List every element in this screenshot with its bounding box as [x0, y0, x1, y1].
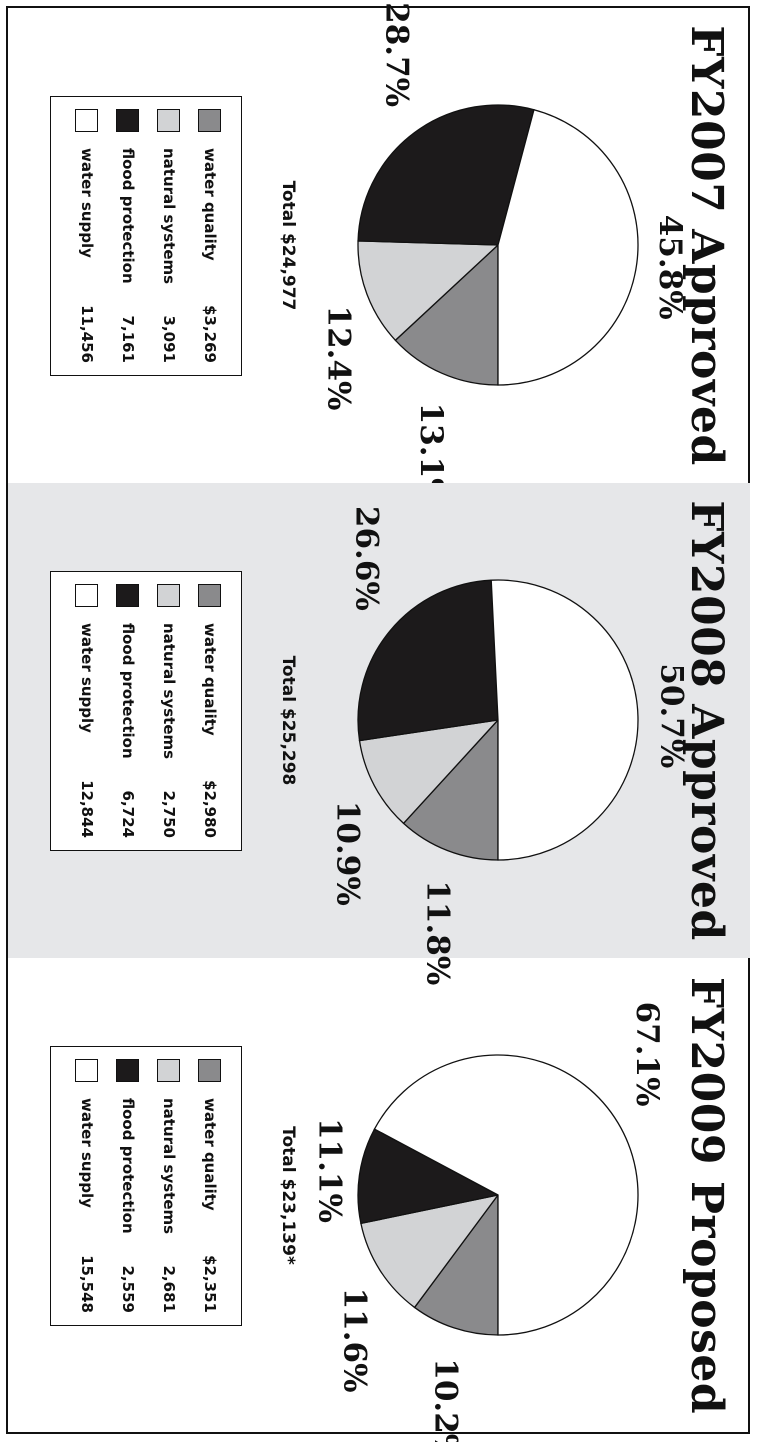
legend-swatch [116, 584, 140, 607]
pie-percent-label-flood-protection: 11.1% [311, 1118, 347, 1223]
legend-swatch [116, 1059, 140, 1082]
pie-slice-natural-systems [358, 719, 500, 825]
legend-value: 15,548 [78, 1255, 96, 1313]
legend-item-flood-protection: flood protection 2,559 [115, 1059, 141, 1313]
chart-panel-fy2007: FY2007 Approved 13.1% 12.4% 28.7% 45.8% Tot… [8, 2, 750, 508]
legend-swatch [75, 109, 99, 132]
pie-slice-natural-systems [357, 240, 500, 342]
legend-item-water-quality: water quality $2,980 [197, 584, 223, 838]
pie-slice-flood-protection [357, 104, 535, 246]
chart-canvas: FY2007 Approved 13.1% 12.4% 28.7% 45.8% Tot… [8, 2, 750, 1442]
pie-percent-label-natural-systems: 11.6% [337, 1288, 373, 1393]
legend-label: water supply [78, 623, 96, 733]
legend: water quality $2,351 natural systems 2,6… [50, 1046, 242, 1326]
pie-chart: 11.8% 10.9% 26.6% 50.7% [330, 506, 690, 985]
pie-slice-water-quality [394, 243, 499, 386]
pie-percent-label-natural-systems: 10.9% [330, 801, 366, 906]
chart-panel-fy2008: FY2008 Approved 11.8% 10.9% 26.6% 50.7% Tot… [8, 483, 750, 985]
pie-slice-natural-systems [360, 1194, 500, 1309]
pie-slice-water-supply [497, 108, 639, 386]
legend-label: water quality [201, 1098, 219, 1211]
legend-value: 11,456 [78, 305, 96, 363]
legend-item-water-supply: water supply 15,548 [74, 1059, 100, 1313]
pie-slice-flood-protection [357, 579, 499, 742]
pie-slice-flood-protection [357, 1128, 500, 1225]
legend-value: 2,750 [160, 790, 178, 838]
legend-label: flood protection [119, 148, 137, 284]
legend-label: water supply [78, 1098, 96, 1208]
total-label: Total $23,139* [278, 1126, 298, 1265]
pie-percent-label-water-supply: 45.8% [652, 215, 688, 320]
pie-percent-label-flood-protection: 26.6% [349, 506, 385, 611]
legend-value: 7,161 [119, 315, 137, 363]
legend-label: flood protection [119, 1098, 137, 1234]
total-label: Total $25,298 [278, 655, 298, 786]
legend-label: water quality [201, 148, 219, 261]
legend-label: natural systems [160, 148, 178, 285]
chart-panel-fy2009: FY2009 Proposed 10.2% 11.6% 11.1% 67.1% Tot… [8, 958, 750, 1442]
pie-percent-label-natural-systems: 12.4% [321, 306, 357, 411]
pie-percent-label-water-supply: 67.1% [629, 1002, 665, 1107]
pie-slice-water-quality [413, 1193, 499, 1336]
legend-label: water supply [78, 148, 96, 258]
pie-slice-water-quality [402, 718, 499, 861]
legend-value: $2,351 [201, 1255, 219, 1313]
legend-item-flood-protection: flood protection 7,161 [115, 109, 141, 363]
legend-swatch [198, 109, 222, 132]
pie-chart: 10.2% 11.6% 11.1% 67.1% [311, 1002, 665, 1442]
legend-value: 3,091 [160, 315, 178, 363]
legend-swatch [116, 109, 140, 132]
legend-item-water-supply: water supply 11,456 [74, 109, 100, 363]
legend-swatch [157, 109, 181, 132]
legend-label: natural systems [160, 1098, 178, 1235]
pie-percent-label-water-quality: 11.8% [419, 880, 455, 985]
pie-percent-label-water-quality: 10.2% [428, 1358, 464, 1442]
legend-value: $2,980 [201, 780, 219, 838]
legend-label: natural systems [160, 623, 178, 760]
legend-swatch [75, 584, 99, 607]
total-label: Total $24,977 [278, 180, 298, 311]
legend-label: flood protection [119, 623, 137, 759]
legend-label: water quality [201, 623, 219, 736]
legend-item-water-quality: water quality $3,269 [197, 109, 223, 363]
legend-item-water-quality: water quality $2,351 [197, 1059, 223, 1313]
legend-swatch [198, 1059, 222, 1082]
pie-percent-label-water-supply: 50.7% [653, 663, 689, 768]
legend-item-water-supply: water supply 12,844 [74, 584, 100, 838]
pie-slice-water-supply [373, 1054, 639, 1336]
legend-swatch [75, 1059, 99, 1082]
legend-item-natural-systems: natural systems 2,681 [156, 1059, 182, 1313]
legend: water quality $3,269 natural systems 3,0… [50, 96, 242, 376]
legend-swatch [157, 584, 181, 607]
pie-chart: 13.1%12.4%28.7%45.8% [321, 2, 689, 507]
legend-value: 12,844 [78, 780, 96, 838]
legend-value: 2,559 [119, 1265, 137, 1313]
legend-value: 6,724 [119, 790, 137, 838]
pie-slice-water-supply [490, 579, 639, 861]
legend-value: 2,681 [160, 1265, 178, 1313]
legend-swatch [157, 1059, 181, 1082]
legend-value: $3,269 [201, 305, 219, 363]
legend: water quality $2,980 natural systems 2,7… [50, 571, 242, 851]
legend-swatch [198, 584, 222, 607]
legend-item-natural-systems: natural systems 3,091 [156, 109, 182, 363]
legend-item-natural-systems: natural systems 2,750 [156, 584, 182, 838]
legend-item-flood-protection: flood protection 6,724 [115, 584, 141, 838]
pie-percent-label-flood-protection: 28.7% [379, 2, 415, 107]
